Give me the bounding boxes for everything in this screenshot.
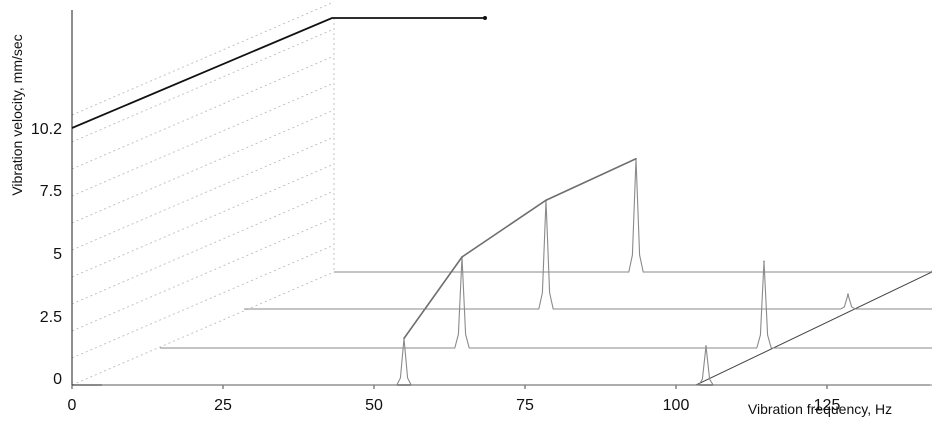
grid-line: [71, 28, 335, 143]
peak-point: [763, 260, 765, 263]
depth-axis-line: [695, 271, 932, 386]
grid-line: [71, 136, 335, 251]
x-tick-label: 0: [68, 397, 77, 414]
axis-layer: 025507510012515017520002.557.510.2Vibrat…: [9, 10, 930, 417]
grid-line: [71, 244, 335, 359]
y-tick-label: 0: [53, 371, 62, 388]
y-axis-title: Vibration velocity, mm/sec: [9, 34, 25, 195]
max-level-point: [483, 16, 487, 20]
x-tick-label: 125: [814, 397, 841, 414]
peak-point: [847, 293, 849, 296]
grid-line: [71, 163, 335, 278]
series-line-3: [160, 256, 932, 349]
y-tick-label: 10.2: [31, 121, 62, 138]
grid-line: [71, 271, 335, 386]
envelope-line: [403, 158, 637, 339]
x-tick-label: 100: [663, 397, 690, 414]
peak-point: [705, 345, 707, 348]
x-axis-title: Vibration frequency, Hz: [748, 401, 892, 417]
grid-line: [71, 190, 335, 305]
grid-line: [71, 217, 335, 332]
y-tick-label: 7.5: [40, 183, 62, 200]
max-level-line: [71, 17, 485, 129]
grid-line: [71, 82, 335, 197]
series-line-4: [102, 338, 932, 386]
x-tick-label: 75: [516, 397, 534, 414]
grid-layer: [71, 1, 932, 386]
x-tick-label: 50: [365, 397, 383, 414]
series-line-1: [334, 158, 932, 273]
envelope-layer: [71, 16, 637, 339]
x-tick-label: 25: [214, 397, 232, 414]
series-layer: [102, 157, 932, 386]
y-tick-label: 2.5: [40, 309, 62, 326]
y-tick-label: 5: [53, 246, 62, 263]
grid-line: [71, 109, 335, 224]
grid-line: [71, 1, 335, 116]
series-line-2: [244, 200, 932, 310]
